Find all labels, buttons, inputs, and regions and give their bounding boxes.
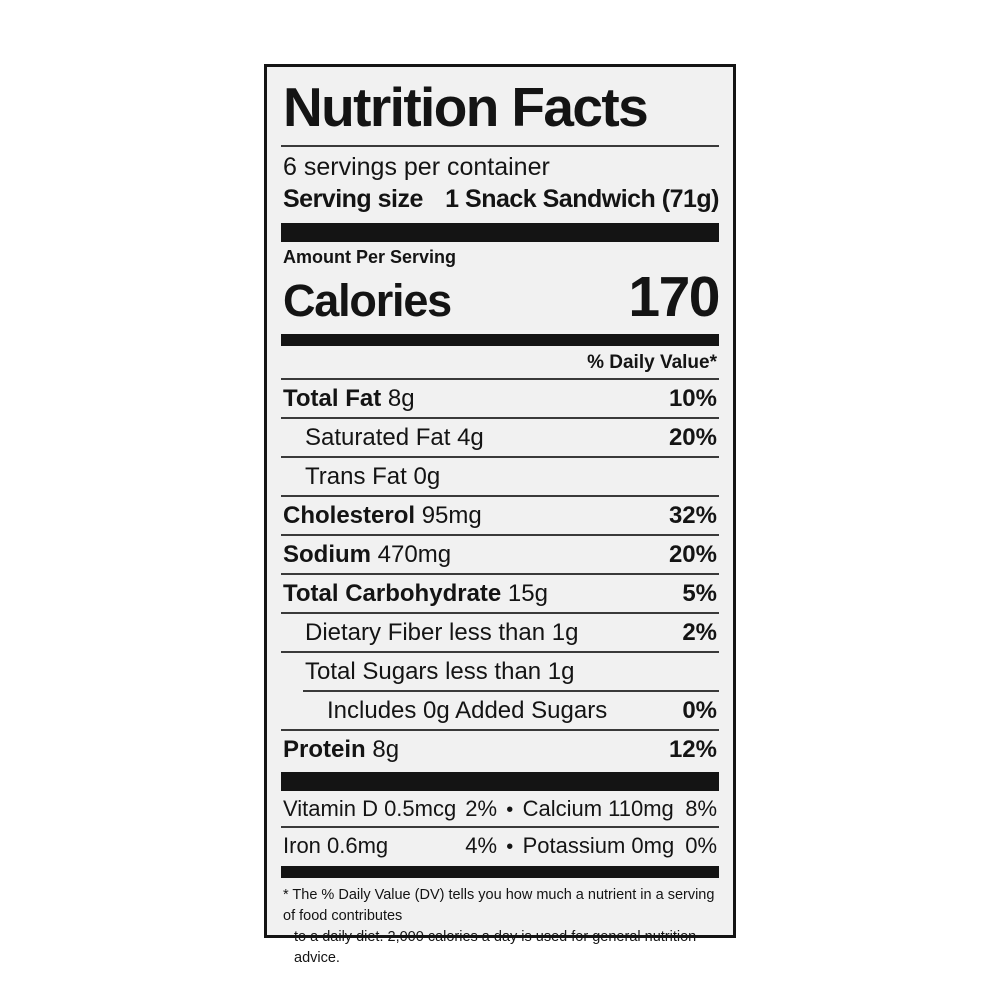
- nutrition-facts-label: Nutrition Facts 6 servings per container…: [264, 64, 736, 966]
- nutrient-daily-value: 10%: [668, 385, 717, 412]
- table-row: Total Fat 8g 10%: [281, 380, 719, 417]
- vitamin-daily-value: 0%: [685, 833, 717, 858]
- table-row: Sodium 470mg 20%: [281, 536, 719, 573]
- table-row: Dietary Fiber less than 1g 2%: [281, 614, 719, 651]
- divider-row-2: [281, 456, 719, 458]
- table-row: Protein 8g 12%: [281, 731, 719, 768]
- divider-row-3: [281, 495, 719, 497]
- vitamin-row: Iron 0.6mg 4% • Potassium 0mg 0%: [281, 828, 719, 863]
- vitamin-daily-value: 8%: [685, 796, 717, 821]
- nutrient-daily-value: 2%: [682, 619, 717, 646]
- calories-row: Calories 170: [281, 265, 720, 331]
- nutrient-daily-value: 32%: [668, 502, 717, 529]
- divider-title: [281, 145, 719, 147]
- nutrient-name: Dietary Fiber less than 1g: [305, 619, 579, 646]
- divider-row-7: [281, 651, 719, 653]
- nutrient-name: Trans Fat 0g: [305, 463, 441, 490]
- nutrient-name: Total Fat 8g: [283, 385, 415, 412]
- table-row: Total Sugars less than 1g: [281, 653, 719, 690]
- footnote: * The % Daily Value (DV) tells you how m…: [281, 878, 719, 969]
- divider-row-6: [281, 612, 719, 614]
- vitamin-cell-right: Potassium 0mg 0%: [523, 835, 717, 857]
- nutrient-daily-value: 20%: [668, 541, 717, 568]
- bullet-separator-icon: •: [506, 836, 514, 858]
- table-row: Cholesterol 95mg 32%: [281, 497, 719, 534]
- vitamin-name: Iron 0.6mg: [283, 833, 389, 858]
- vitamin-cell-right: Calcium 110mg 8%: [523, 798, 717, 820]
- divider-row-8: [303, 690, 719, 692]
- divider-vitamin: [281, 826, 719, 828]
- table-row: Saturated Fat 4g 20%: [281, 419, 719, 456]
- serving-size-value: 1 Snack Sandwich (71g): [445, 185, 719, 213]
- nutrient-name: Total Sugars less than 1g: [305, 658, 575, 685]
- nutrient-name: Sodium 470mg: [283, 541, 452, 568]
- nutrient-daily-value: 0%: [682, 697, 717, 724]
- nutrient-name: Cholesterol 95mg: [283, 502, 482, 529]
- nutrient-daily-value: 5%: [682, 580, 717, 607]
- divider-thick-calories: [281, 334, 719, 346]
- amount-per-serving-label: Amount Per Serving: [283, 247, 457, 267]
- vitamin-cell-left: Vitamin D 0.5mcg 2%: [283, 798, 497, 820]
- vitamin-cell-left: Iron 0.6mg 4%: [283, 835, 497, 857]
- divider-row-4: [281, 534, 719, 536]
- nutrient-name: Saturated Fat 4g: [305, 424, 484, 451]
- nutrient-daily-value: 20%: [668, 424, 717, 451]
- calories-value: 170: [628, 265, 720, 329]
- footnote-line-2: to a daily diet. 2,000 calories a day is…: [294, 929, 697, 967]
- nutrient-name: Includes 0g Added Sugars: [327, 697, 608, 724]
- divider-thick-footnote: [281, 866, 719, 878]
- serving-size-row: Serving size 1 Snack Sandwich (71g): [281, 184, 719, 219]
- divider-row-9: [281, 729, 719, 731]
- table-row: Trans Fat 0g: [281, 458, 719, 495]
- divider-row-0: [281, 378, 719, 380]
- divider-thick-servings: [281, 223, 719, 242]
- vitamin-daily-value: 4%: [465, 833, 498, 858]
- nutrient-daily-value: 12%: [668, 736, 717, 763]
- table-row: Includes 0g Added Sugars 0%: [281, 692, 719, 729]
- nutrient-name: Total Carbohydrate 15g: [283, 580, 548, 607]
- footnote-line-1: * The % Daily Value (DV) tells you how m…: [283, 887, 715, 925]
- divider-row-1: [281, 417, 719, 419]
- vitamin-daily-value: 2%: [465, 796, 498, 821]
- divider-row-5: [281, 573, 719, 575]
- serving-size-label: Serving size: [283, 185, 423, 213]
- daily-value-header: % Daily Value*: [587, 352, 717, 373]
- nutrient-name: Protein 8g: [283, 736, 400, 763]
- vitamin-row: Vitamin D 0.5mcg 2% • Calcium 110mg 8%: [281, 791, 719, 826]
- bullet-separator-icon: •: [506, 799, 514, 821]
- divider-thick-vitamins: [281, 772, 719, 791]
- table-row: Total Carbohydrate 15g 5%: [281, 575, 719, 612]
- vitamin-name: Calcium 110mg: [522, 796, 674, 821]
- vitamin-name: Potassium 0mg: [522, 833, 675, 858]
- servings-per-container: 6 servings per container: [283, 153, 550, 181]
- calories-label: Calories: [283, 275, 452, 326]
- vitamin-name: Vitamin D 0.5mcg: [283, 796, 457, 821]
- page-title: Nutrition Facts: [283, 76, 649, 138]
